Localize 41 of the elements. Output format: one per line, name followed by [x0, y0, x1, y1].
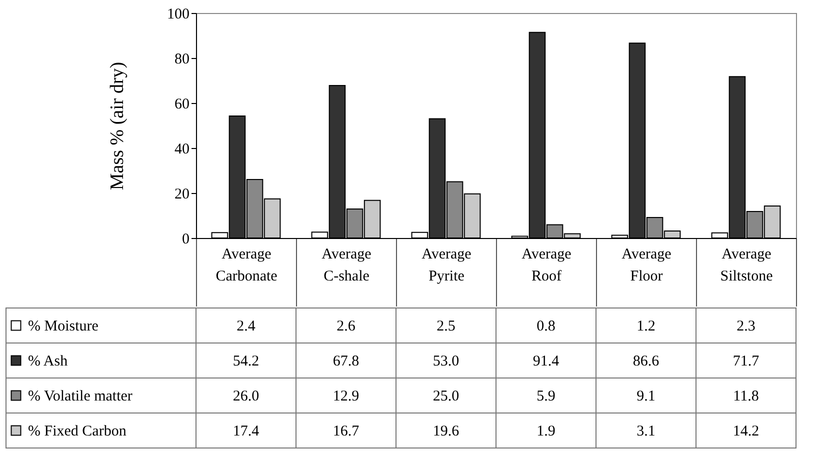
x-tick-label: Average Siltstone — [720, 246, 774, 284]
data-label: 1.2 — [636, 318, 656, 334]
legend-label: % Fixed Carbon — [28, 424, 127, 440]
data-label: 14.2 — [732, 424, 760, 440]
x-tick-label: Average Pyrite — [422, 246, 472, 284]
data-label: 5.9 — [536, 388, 556, 404]
data-label: 2.6 — [336, 318, 356, 334]
legend-label: % Volatile matter — [28, 388, 132, 404]
legend-label: % Ash — [28, 354, 68, 370]
data-label: 54.2 — [232, 354, 260, 370]
data-label: 3.1 — [636, 424, 656, 440]
data-label: 71.7 — [732, 354, 760, 370]
x-tick-label: Average Floor — [622, 246, 672, 284]
data-label: 2.3 — [736, 318, 756, 334]
y-axis-title: Mass % (air dry) — [107, 62, 128, 190]
data-label: 86.6 — [632, 354, 660, 370]
data-label: 17.4 — [232, 424, 260, 440]
y-tick-label: 60 — [174, 96, 190, 112]
data-label: 19.6 — [432, 424, 460, 440]
data-label: 2.4 — [236, 318, 256, 334]
data-label: 91.4 — [532, 354, 560, 370]
data-label: 25.0 — [432, 388, 460, 404]
y-tick-label: 100 — [167, 6, 190, 22]
data-label: 1.9 — [536, 424, 556, 440]
data-label: 26.0 — [232, 388, 260, 404]
data-label: 53.0 — [432, 354, 460, 370]
data-label: 67.8 — [332, 354, 360, 370]
y-tick-label: 40 — [174, 142, 190, 158]
y-tick-label: 80 — [174, 52, 190, 68]
legend-label: % Moisture — [28, 318, 99, 334]
data-label: 12.9 — [332, 388, 360, 404]
data-label: 11.8 — [733, 388, 759, 404]
data-label: 0.8 — [536, 318, 556, 334]
y-tick-label: 0 — [182, 232, 190, 248]
x-tick-label: Average Carbonate — [216, 246, 278, 284]
x-tick-label: Average C-shale — [322, 246, 372, 284]
data-label: 2.5 — [436, 318, 456, 334]
y-tick-label: 20 — [174, 186, 190, 202]
data-label: 16.7 — [332, 424, 360, 440]
data-label: 9.1 — [636, 388, 656, 404]
x-tick-label: Average Roof — [522, 246, 572, 284]
